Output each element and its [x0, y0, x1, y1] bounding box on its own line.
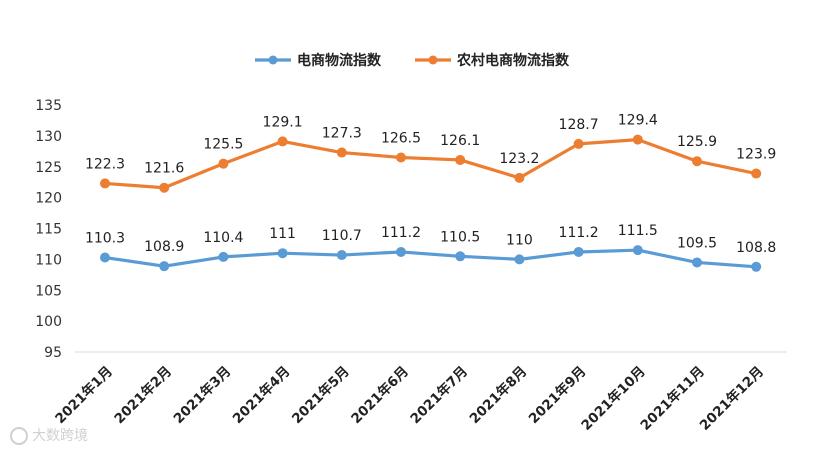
data-point [692, 156, 702, 167]
data-label: 110 [506, 232, 533, 248]
legend-item: 农村电商物流指数 [415, 52, 570, 69]
data-label: 111 [269, 226, 296, 242]
legend: 电商物流指数 农村电商物流指数 [255, 52, 570, 69]
x-axis: 2021年1月2021年2月2021年3月2021年4月2021年5月2021年… [52, 363, 768, 434]
data-label: 109.5 [677, 235, 717, 251]
data-point [751, 168, 762, 179]
data-point [277, 248, 288, 259]
x-tick-label: 2021年9月 [525, 363, 589, 427]
data-label: 111.2 [559, 225, 599, 241]
data-label: 108.9 [144, 239, 184, 255]
data-label: 126.5 [381, 130, 421, 146]
data-label: 127.3 [322, 126, 362, 142]
data-label: 122.3 [85, 156, 125, 172]
legend-marker [428, 55, 438, 65]
data-point [514, 172, 525, 183]
data-point [573, 246, 584, 257]
data-label: 110.7 [322, 228, 362, 244]
data-point [751, 261, 762, 272]
data-label: 108.8 [736, 240, 776, 256]
x-tick-label: 2021年7月 [407, 363, 471, 427]
watermark-text: 大数跨境 [32, 428, 88, 444]
data-point [100, 178, 110, 189]
series-2: 122.3 121.6 125.5 129.1 127.3 126.5 126.1 123.2… [85, 113, 776, 193]
data-point [632, 134, 643, 145]
series-group: 110.3 108.9 110.4 111 110.7 111.2 110.5 110 111.… [85, 113, 776, 272]
legend-label: 电商物流指数 [297, 52, 382, 69]
data-label: 111.2 [381, 225, 421, 241]
data-label: 123.9 [736, 147, 776, 163]
data-point [455, 251, 466, 262]
x-tick-label: 2021年3月 [170, 363, 234, 427]
data-label: 110.5 [440, 229, 480, 245]
data-label: 110.3 [85, 231, 125, 247]
data-point [218, 251, 229, 262]
y-tick-label: 110 [35, 252, 62, 268]
data-point [100, 252, 110, 263]
x-tick-label: 2021年12月 [696, 363, 767, 434]
data-label: 125.9 [677, 134, 717, 150]
y-tick-label: 130 [35, 129, 62, 145]
y-tick-label: 135 [35, 98, 62, 114]
data-point [573, 138, 584, 149]
data-point [632, 245, 643, 256]
series-line [104, 248, 757, 269]
y-tick-label: 100 [35, 314, 62, 330]
data-point [277, 136, 288, 147]
x-tick-label: 2021年6月 [348, 363, 412, 427]
data-label: 129.4 [618, 113, 658, 129]
data-label: 125.5 [203, 137, 243, 153]
data-label: 121.6 [144, 161, 184, 177]
watermark: 大数跨境 [10, 425, 88, 445]
x-tick-label: 2021年5月 [288, 363, 352, 427]
series-1: 110.3 108.9 110.4 111 110.7 111.2 110.5 110 111.… [85, 223, 776, 272]
data-point [455, 154, 466, 165]
y-tick-label: 95 [44, 345, 62, 361]
y-axis: 95 100 105 110 115 120 125 130 135 [35, 98, 62, 361]
data-point [396, 152, 406, 163]
data-label: 110.4 [203, 230, 243, 246]
data-label: 111.5 [618, 223, 658, 239]
x-tick-label: 2021年4月 [229, 363, 293, 427]
y-tick-label: 120 [35, 191, 62, 207]
series-line [104, 137, 757, 190]
y-tick-label: 125 [35, 160, 62, 176]
data-label: 129.1 [263, 114, 303, 130]
data-point [514, 254, 525, 265]
data-point [336, 250, 347, 261]
legend-label: 农村电商物流指数 [456, 52, 570, 69]
logo-icon [10, 427, 28, 445]
data-label: 123.2 [499, 151, 539, 167]
legend-marker [268, 55, 278, 65]
data-point [159, 261, 170, 272]
data-point [336, 147, 347, 158]
legend-item: 电商物流指数 [255, 52, 382, 69]
x-tick-label: 2021年1月 [52, 363, 116, 427]
x-tick-label: 2021年8月 [466, 363, 530, 427]
data-label: 126.1 [440, 133, 480, 149]
data-point [692, 257, 702, 268]
data-point [218, 158, 229, 169]
y-tick-label: 115 [35, 222, 62, 238]
x-tick-label: 2021年2月 [111, 363, 175, 427]
data-point [159, 182, 170, 193]
y-tick-label: 105 [35, 283, 62, 299]
data-point [396, 246, 406, 257]
data-label: 128.7 [559, 117, 599, 133]
